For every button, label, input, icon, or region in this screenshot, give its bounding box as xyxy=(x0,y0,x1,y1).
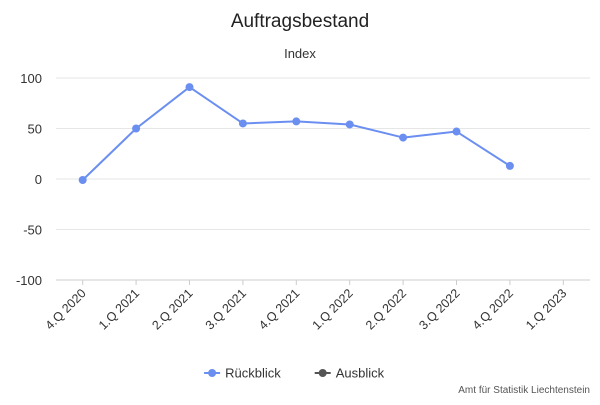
plot-area xyxy=(78,83,514,185)
chart-subtitle: Index xyxy=(284,46,316,61)
data-point[interactable] xyxy=(185,83,194,92)
chart-title: Auftragsbestand xyxy=(231,11,369,32)
y-axis: 100 50 0 -50 -100 xyxy=(16,71,42,288)
x-tick-label: 2.Q 2021 xyxy=(149,286,195,332)
data-point[interactable] xyxy=(452,127,461,136)
y-tick-label: 100 xyxy=(20,71,42,86)
x-tick-label: 1.Q 2021 xyxy=(96,286,142,332)
data-point[interactable] xyxy=(399,133,408,142)
y-tick-label: 50 xyxy=(28,122,42,137)
x-tick-label: 4.Q 2021 xyxy=(256,286,302,332)
chart-credits[interactable]: Amt für Statistik Liechtenstein xyxy=(458,385,590,396)
x-tick-label: 4.Q 2022 xyxy=(470,286,516,332)
legend-label: Ausblick xyxy=(336,366,385,381)
x-tick-label: 3.Q 2022 xyxy=(416,286,462,332)
legend-item[interactable]: Ausblick xyxy=(314,366,385,381)
y-tick-label: -100 xyxy=(16,273,42,288)
x-tick-label: 4.Q 2020 xyxy=(43,286,89,332)
y-tick-label: -50 xyxy=(23,223,42,238)
x-tick-label: 1.Q 2022 xyxy=(310,286,356,332)
legend-label: Rückblick xyxy=(225,366,281,381)
grid-lines xyxy=(56,77,590,281)
x-tick-label: 3.Q 2021 xyxy=(203,286,249,332)
legend-symbol-marker xyxy=(208,369,217,377)
x-tick-label: 2.Q 2022 xyxy=(363,286,409,332)
legend-symbol-marker xyxy=(318,369,327,377)
legend-item[interactable]: Rückblick xyxy=(204,366,281,381)
data-point[interactable] xyxy=(345,120,354,129)
y-tick-label: 0 xyxy=(35,172,42,187)
data-point[interactable] xyxy=(505,161,514,170)
x-axis: 4.Q 2020 1.Q 2021 2.Q 2021 3.Q 2021 4.Q 2021… xyxy=(43,279,590,332)
data-point[interactable] xyxy=(238,119,247,128)
series-line xyxy=(82,86,511,181)
data-point[interactable] xyxy=(292,117,301,126)
legend: Rückblick Ausblick xyxy=(204,366,385,381)
data-point[interactable] xyxy=(132,124,141,133)
x-tick-label: 1.Q 2023 xyxy=(523,286,569,332)
data-point[interactable] xyxy=(78,176,87,185)
